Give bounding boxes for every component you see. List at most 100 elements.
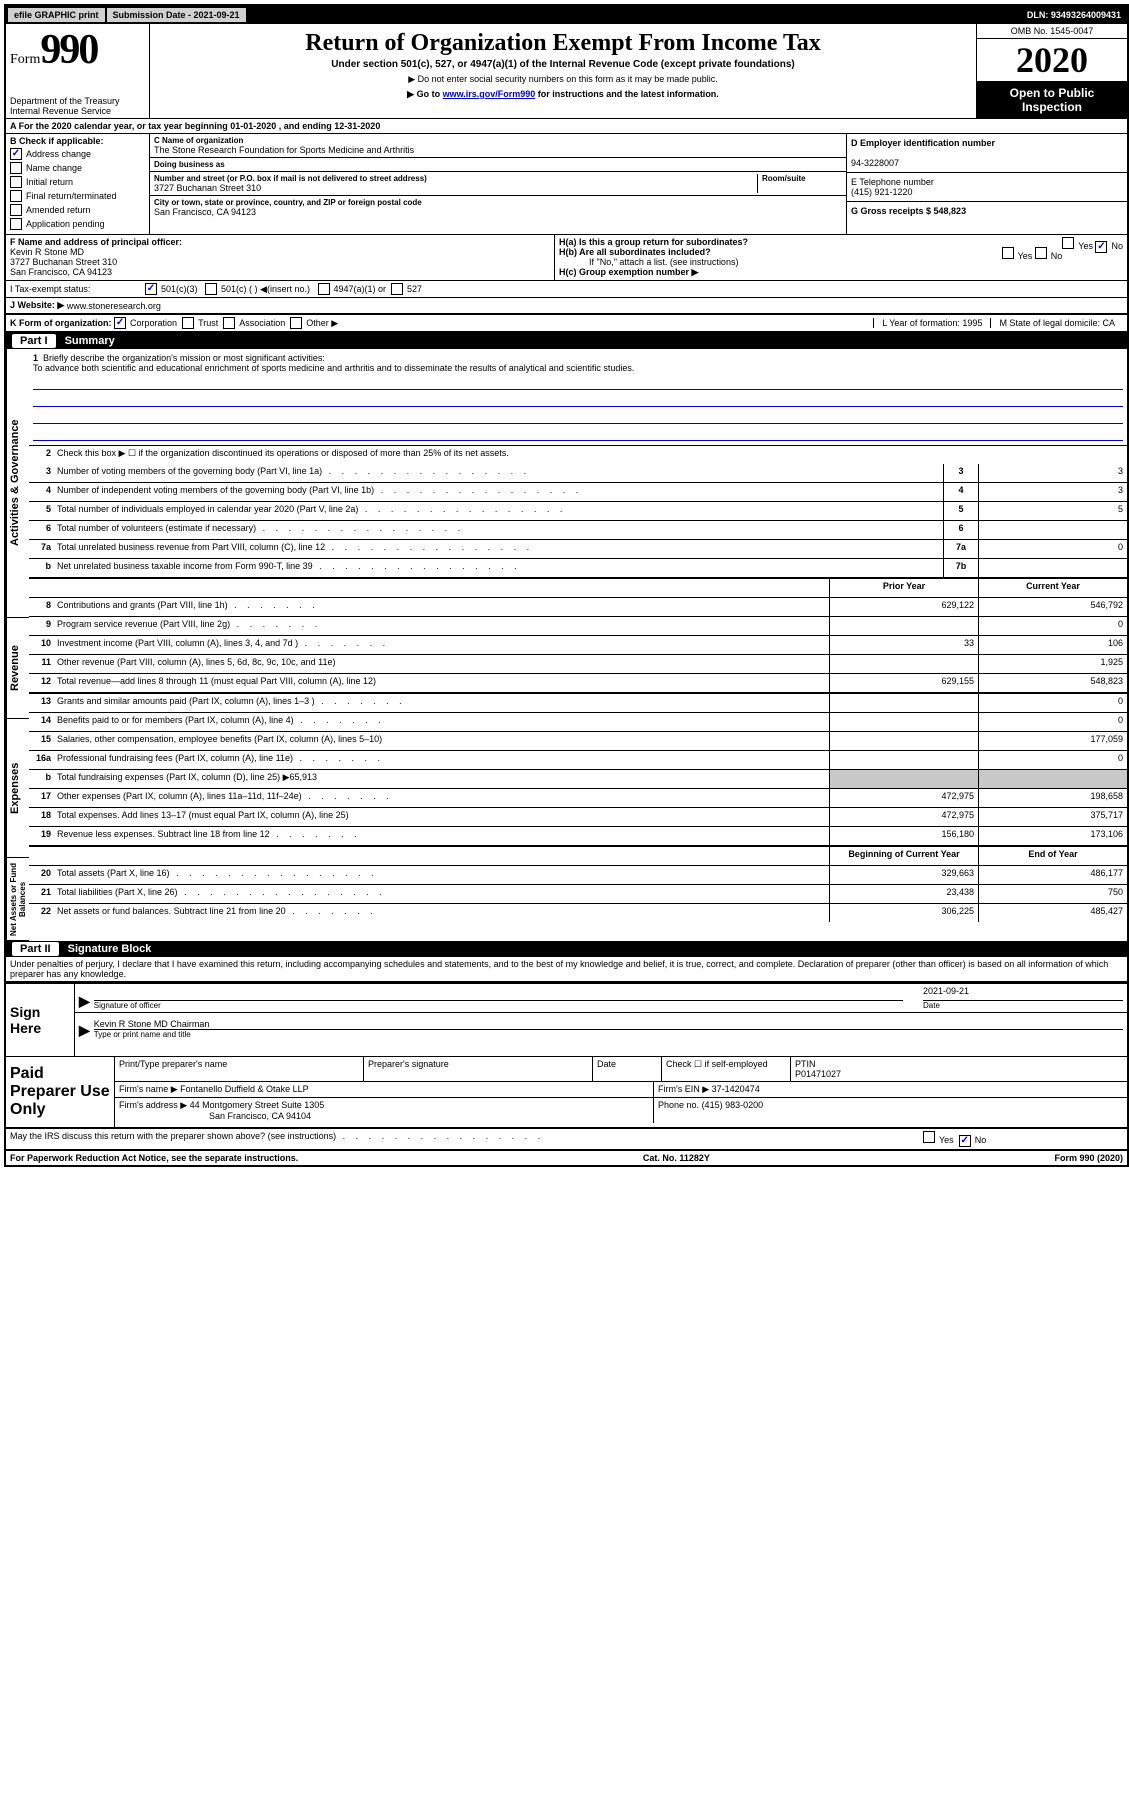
corp-checkbox[interactable]: ✓ <box>114 317 126 329</box>
arrow-icon: ▶ <box>79 993 90 1010</box>
city-state-zip: San Francisco, CA 94123 <box>154 207 842 217</box>
line-2: 2 Check this box ▶ ☐ if the organization… <box>29 446 1127 464</box>
section-b-checkboxes: B Check if applicable: ✓Address change N… <box>6 134 150 234</box>
4947-checkbox[interactable] <box>318 283 330 295</box>
amended-checkbox[interactable] <box>10 204 22 216</box>
year-formation: L Year of formation: 1995 <box>873 318 990 328</box>
501c3-checkbox[interactable]: ✓ <box>145 283 157 295</box>
line-4: 4Number of independent voting members of… <box>29 483 1127 502</box>
governance-label: Activities & Governance <box>6 349 29 618</box>
final-return-checkbox[interactable] <box>10 190 22 202</box>
hb-no[interactable] <box>1035 247 1047 259</box>
firm-addr1: 44 Montgomery Street Suite 1305 <box>190 1100 325 1110</box>
section-c-address: C Name of organization The Stone Researc… <box>150 134 847 234</box>
trust-checkbox[interactable] <box>182 317 194 329</box>
form-subtitle: Under section 501(c), 527, or 4947(a)(1)… <box>154 59 972 70</box>
instruction-1: ▶ Do not enter social security numbers o… <box>154 74 972 85</box>
efile-button[interactable]: efile GRAPHIC print <box>8 8 105 22</box>
line-16b: bTotal fundraising expenses (Part IX, co… <box>29 770 1127 789</box>
expenses-label: Expenses <box>6 719 29 858</box>
website-url: www.stoneresearch.org <box>67 301 161 311</box>
discuss-yes[interactable] <box>923 1131 935 1143</box>
line-6: 6Total number of volunteers (estimate if… <box>29 521 1127 540</box>
officer-name-title: Kevin R Stone MD Chairman <box>94 1019 1123 1030</box>
paid-preparer-section: Paid Preparer Use Only Print/Type prepar… <box>6 1056 1127 1129</box>
line-13: 13Grants and similar amounts paid (Part … <box>29 694 1127 713</box>
form-label: Form <box>10 52 40 67</box>
dln-number: DLN: 93493264009431 <box>1027 10 1125 20</box>
assoc-checkbox[interactable] <box>223 317 235 329</box>
hb-yes[interactable] <box>1002 247 1014 259</box>
revenue-label: Revenue <box>6 618 29 719</box>
part2-header: Part II Signature Block <box>6 941 1127 957</box>
line-10: 10Investment income (Part VIII, column (… <box>29 636 1127 655</box>
initial-return-checkbox[interactable] <box>10 176 22 188</box>
line-20: 20Total assets (Part X, line 16)329,6634… <box>29 866 1127 885</box>
irs-link[interactable]: www.irs.gov/Form990 <box>443 89 536 99</box>
officer-name: Kevin R Stone MD <box>10 247 84 257</box>
ha-yes[interactable] <box>1062 237 1074 249</box>
line-9: 9Program service revenue (Part VIII, lin… <box>29 617 1127 636</box>
balance-header: Beginning of Current YearEnd of Year <box>29 847 1127 866</box>
gross-receipts: G Gross receipts $ 548,823 <box>851 206 966 216</box>
state-domicile: M State of legal domicile: CA <box>990 318 1123 328</box>
firm-name: Fontanello Duffield & Otake LLP <box>180 1084 308 1094</box>
website-row: J Website: ▶ www.stoneresearch.org <box>6 298 1127 315</box>
cat-no: Cat. No. 11282Y <box>643 1153 710 1163</box>
street-address: 3727 Buchanan Street 310 <box>154 183 757 193</box>
paid-prep-label: Paid Preparer Use Only <box>6 1057 115 1127</box>
footer: For Paperwork Reduction Act Notice, see … <box>6 1151 1127 1165</box>
form-ref: Form 990 (2020) <box>1054 1153 1123 1163</box>
right-info: D Employer identification number 94-3228… <box>847 134 1127 234</box>
line-14: 14Benefits paid to or for members (Part … <box>29 713 1127 732</box>
line-22: 22Net assets or fund balances. Subtract … <box>29 904 1127 922</box>
application-checkbox[interactable] <box>10 218 22 230</box>
line-7a: 7aTotal unrelated business revenue from … <box>29 540 1127 559</box>
mission-text: To advance both scientific and education… <box>33 363 634 373</box>
form-org-row: K Form of organization: ✓Corporation Tru… <box>6 315 1127 333</box>
501c-checkbox[interactable] <box>205 283 217 295</box>
department: Department of the Treasury Internal Reve… <box>10 96 145 116</box>
header-row: Form990 Department of the Treasury Inter… <box>6 24 1127 119</box>
form-number-big: 990 <box>40 27 97 73</box>
phone: (415) 921-1220 <box>851 187 913 197</box>
line-8: 8Contributions and grants (Part VIII, li… <box>29 598 1127 617</box>
sign-here-label: Sign Here <box>6 984 75 1056</box>
submission-date: Submission Date - 2021-09-21 <box>107 8 246 22</box>
year-header: Prior YearCurrent Year <box>29 579 1127 598</box>
tax-year-row: A For the 2020 calendar year, or tax yea… <box>6 119 1127 134</box>
summary-table: Activities & Governance Revenue Expenses… <box>6 349 1127 941</box>
form-number: Form990 <box>10 26 145 74</box>
tax-exempt-row: I Tax-exempt status: ✓501(c)(3) 501(c) (… <box>6 281 1127 298</box>
header-right: OMB No. 1545-0047 2020 Open to Public In… <box>976 24 1127 118</box>
ha-no[interactable]: ✓ <box>1095 241 1107 253</box>
ein: 94-3228007 <box>851 158 899 168</box>
netassets-label: Net Assets or Fund Balances <box>6 858 29 941</box>
ptin: P01471027 <box>795 1069 841 1079</box>
firm-addr2: San Francisco, CA 94104 <box>119 1111 311 1121</box>
line-16a: 16aProfessional fundraising fees (Part I… <box>29 751 1127 770</box>
527-checkbox[interactable] <box>391 283 403 295</box>
officer-row: F Name and address of principal officer:… <box>6 235 1127 281</box>
name-change-checkbox[interactable] <box>10 162 22 174</box>
header-center: Return of Organization Exempt From Incom… <box>150 24 976 118</box>
line-21: 21Total liabilities (Part X, line 26)23,… <box>29 885 1127 904</box>
line-19: 19Revenue less expenses. Subtract line 1… <box>29 827 1127 847</box>
line-15: 15Salaries, other compensation, employee… <box>29 732 1127 751</box>
line-7b: bNet unrelated business taxable income f… <box>29 559 1127 579</box>
org-name: The Stone Research Foundation for Sports… <box>154 145 842 155</box>
line-18: 18Total expenses. Add lines 13–17 (must … <box>29 808 1127 827</box>
other-checkbox[interactable] <box>290 317 302 329</box>
header-left: Form990 Department of the Treasury Inter… <box>6 24 150 118</box>
line-11: 11Other revenue (Part VIII, column (A), … <box>29 655 1127 674</box>
tax-year: 2020 <box>977 39 1127 82</box>
top-bar: efile GRAPHIC print Submission Date - 20… <box>6 6 1127 24</box>
signature-section: Sign Here ▶ Signature of officer 2021-09… <box>6 982 1127 1056</box>
omb-number: OMB No. 1545-0047 <box>977 24 1127 39</box>
form-title: Return of Organization Exempt From Incom… <box>154 30 972 57</box>
discuss-no[interactable]: ✓ <box>959 1135 971 1147</box>
perjury-statement: Under penalties of perjury, I declare th… <box>6 957 1127 982</box>
line-12: 12Total revenue—add lines 8 through 11 (… <box>29 674 1127 694</box>
arrow-icon: ▶ <box>79 1022 90 1039</box>
address-change-checkbox[interactable]: ✓ <box>10 148 22 160</box>
